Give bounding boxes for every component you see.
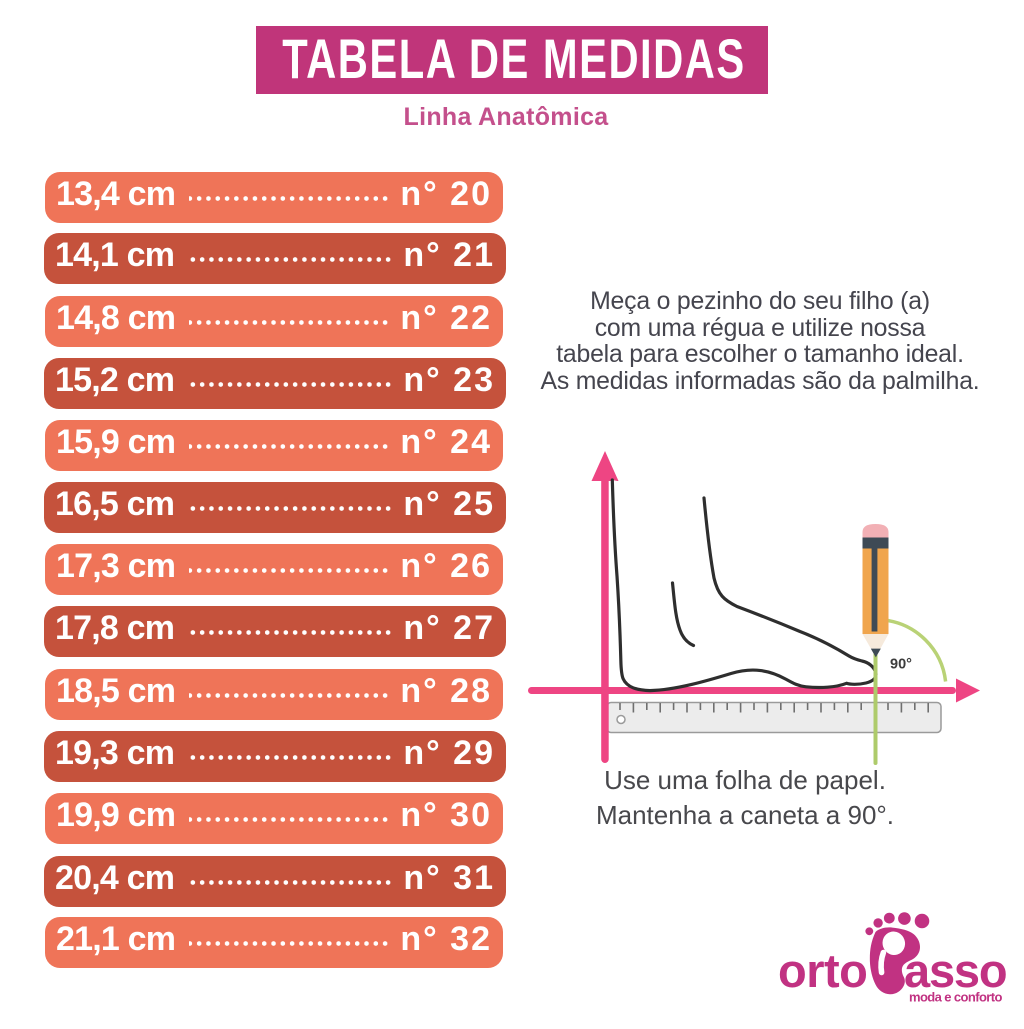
svg-text:90°: 90° [890, 657, 912, 673]
svg-text:asso: asso [904, 944, 1006, 997]
svg-text:orto: orto [778, 944, 867, 997]
svg-text:moda e conforto: moda e conforto [909, 990, 1002, 1005]
